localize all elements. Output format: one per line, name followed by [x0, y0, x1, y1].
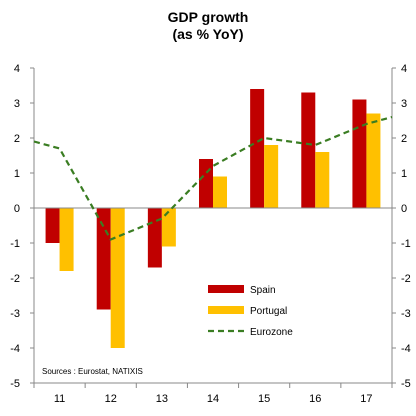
- y-tick-label-left: 0: [14, 203, 20, 215]
- legend-label-portugal: Portugal: [250, 306, 287, 317]
- bar-spain: [45, 208, 60, 243]
- bar-portugal: [161, 208, 176, 247]
- bar-spain: [147, 208, 162, 268]
- x-tick-label: 14: [207, 393, 219, 405]
- y-tick-label-left: 1: [14, 168, 20, 180]
- y-tick-label-left: -3: [10, 308, 20, 320]
- y-tick-label-right: 3: [401, 98, 407, 110]
- y-tick-label-right: 2: [401, 133, 407, 145]
- y-tick-label-right: 4: [401, 63, 407, 75]
- bar-spain: [96, 208, 111, 310]
- bar-portugal: [213, 176, 227, 208]
- chart-subtitle: (as % YoY): [172, 26, 244, 42]
- x-tick-label: 15: [258, 393, 270, 405]
- y-tick-label-left: 3: [14, 98, 20, 110]
- x-tick-label: 11: [54, 393, 65, 405]
- y-tick-label-right: 1: [401, 168, 407, 180]
- bar-spain: [250, 89, 265, 208]
- x-tick-label: 12: [105, 393, 117, 405]
- bar-portugal: [59, 208, 74, 271]
- legend-label-spain: Spain: [250, 285, 276, 296]
- y-tick-label-left: -4: [10, 343, 20, 355]
- y-tick-label-right: -2: [401, 273, 411, 285]
- y-tick-label-left: 2: [14, 133, 20, 145]
- x-tick-label: 16: [309, 393, 321, 405]
- bar-portugal: [366, 113, 381, 208]
- y-tick-label-left: -5: [10, 378, 20, 390]
- line-eurozone: [33, 115, 393, 241]
- legend-swatch-spain: [208, 285, 244, 293]
- bar-portugal: [110, 208, 125, 348]
- x-tick-label: 13: [156, 393, 168, 405]
- y-tick-label-right: -4: [401, 343, 411, 355]
- legend-swatch-portugal: [208, 306, 244, 314]
- y-tick-label-left: -1: [10, 238, 20, 250]
- chart-title: GDP growth: [167, 9, 249, 25]
- y-tick-label-left: 4: [14, 63, 20, 75]
- source-annotation: Sources : Eurostat, NATIXIS: [42, 367, 143, 376]
- y-tick-label-right: 0: [401, 203, 407, 215]
- bar-spain: [352, 99, 367, 208]
- bar-spain: [301, 92, 316, 208]
- bar-portugal: [315, 152, 330, 208]
- y-tick-label-right: -3: [401, 308, 411, 320]
- y-tick-label-right: -1: [401, 238, 411, 250]
- y-tick-label-right: -5: [401, 378, 411, 390]
- y-tick-label-left: -2: [10, 273, 20, 285]
- x-tick-label: 17: [360, 393, 372, 405]
- bar-spain: [199, 159, 213, 208]
- bar-portugal: [264, 145, 279, 208]
- legend-label-eurozone: Eurozone: [250, 327, 293, 338]
